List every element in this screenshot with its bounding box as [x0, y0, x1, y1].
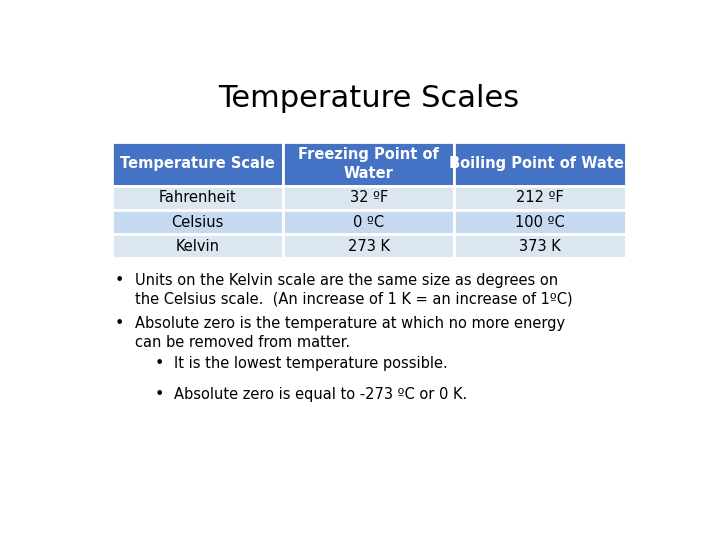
Text: Absolute zero is equal to -273 ºC or 0 K.: Absolute zero is equal to -273 ºC or 0 K… — [174, 387, 467, 402]
FancyBboxPatch shape — [454, 210, 626, 234]
Text: •: • — [154, 387, 163, 402]
FancyBboxPatch shape — [112, 186, 283, 210]
Text: 273 K: 273 K — [348, 239, 390, 254]
Text: 212 ºF: 212 ºF — [516, 191, 564, 206]
Text: 373 K: 373 K — [519, 239, 561, 254]
Text: Celsius: Celsius — [171, 214, 224, 230]
Text: Boiling Point of Water: Boiling Point of Water — [449, 157, 631, 171]
Text: Fahrenheit: Fahrenheit — [159, 191, 237, 206]
Text: Kelvin: Kelvin — [176, 239, 220, 254]
Text: Absolute zero is the temperature at which no more energy
can be removed from mat: Absolute zero is the temperature at whic… — [135, 316, 564, 350]
Text: Temperature Scales: Temperature Scales — [218, 84, 520, 112]
Text: It is the lowest temperature possible.: It is the lowest temperature possible. — [174, 356, 447, 371]
FancyBboxPatch shape — [112, 141, 283, 186]
Text: Freezing Point of
Water: Freezing Point of Water — [298, 147, 439, 181]
FancyBboxPatch shape — [112, 210, 283, 234]
Text: •: • — [115, 316, 125, 332]
FancyBboxPatch shape — [112, 234, 283, 258]
FancyBboxPatch shape — [283, 141, 454, 186]
Text: •: • — [115, 273, 125, 288]
Text: 32 ºF: 32 ºF — [350, 191, 388, 206]
Text: Units on the Kelvin scale are the same size as degrees on
the Celsius scale.  (A: Units on the Kelvin scale are the same s… — [135, 273, 572, 306]
FancyBboxPatch shape — [454, 141, 626, 186]
Text: 100 ºC: 100 ºC — [515, 214, 564, 230]
FancyBboxPatch shape — [454, 234, 626, 258]
FancyBboxPatch shape — [283, 234, 454, 258]
FancyBboxPatch shape — [454, 186, 626, 210]
Text: •: • — [154, 356, 163, 371]
FancyBboxPatch shape — [283, 186, 454, 210]
Text: 0 ºC: 0 ºC — [354, 214, 384, 230]
FancyBboxPatch shape — [283, 210, 454, 234]
Text: Temperature Scale: Temperature Scale — [120, 157, 275, 171]
